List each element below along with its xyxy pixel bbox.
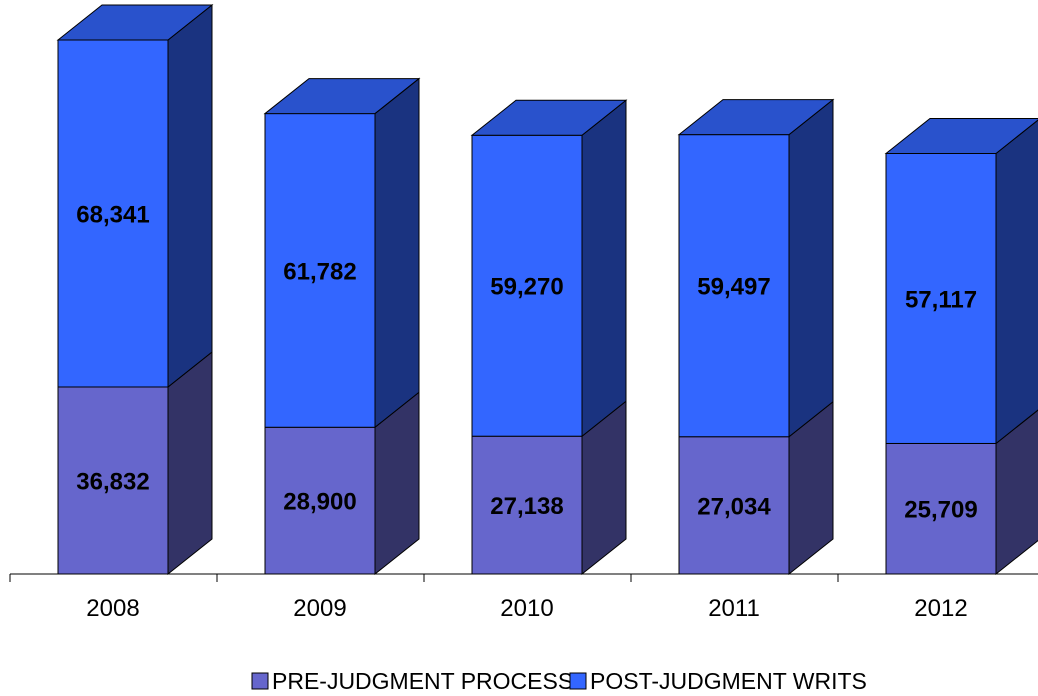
bar-segment-post-judgment-side <box>995 119 1038 445</box>
bar-segment-post-judgment-side <box>788 98 834 438</box>
data-label: 61,782 <box>283 258 356 285</box>
data-label: 28,900 <box>283 489 356 516</box>
data-label: 25,709 <box>904 497 977 524</box>
legend-swatch-post-judgment <box>569 672 587 690</box>
legend: PRE-JUDGMENT PROCESS POST-JUDGMENT WRITS <box>251 668 867 694</box>
bar-segment-pre-judgment <box>264 426 376 575</box>
bar-segment-pre-judgment <box>471 435 583 575</box>
data-label: 68,341 <box>76 201 149 228</box>
x-tick-label: 2011 <box>708 595 760 622</box>
bar-segment-post-judgment-top <box>470 99 628 136</box>
bar-segment-post-judgment-top <box>677 99 835 136</box>
x-tick-label: 2008 <box>86 595 139 622</box>
bar-segment-post-judgment <box>885 152 997 444</box>
bar-segment-post-judgment-top <box>884 117 1038 154</box>
bar-segment-post-judgment-top <box>56 4 214 41</box>
bar-segment-pre-judgment <box>57 386 169 575</box>
bar-segment-post-judgment-top <box>263 78 421 115</box>
bar-segment-pre-judgment-side <box>167 350 213 576</box>
x-axis: 2008 2009 2010 2011 2012 <box>9 573 1038 622</box>
bar-segment-post-judgment-side <box>374 77 420 429</box>
bar-segment-post-judgment <box>57 39 169 388</box>
legend-label-post-judgment: POST-JUDGMENT WRITS <box>590 668 867 694</box>
bars-group <box>56 3 1038 576</box>
data-label: 36,832 <box>76 468 149 495</box>
bar-segment-pre-judgment <box>678 436 790 575</box>
data-label: 57,117 <box>905 286 977 313</box>
legend-swatch-pre-judgment <box>251 672 269 690</box>
bar-segment-post-judgment <box>678 134 790 438</box>
x-tick-label: 2009 <box>293 595 346 622</box>
data-label: 27,034 <box>697 493 771 520</box>
bar-segment-post-judgment-side <box>581 99 627 438</box>
data-label: 59,270 <box>490 274 563 301</box>
data-label: 59,497 <box>697 274 770 301</box>
bar-segment-pre-judgment <box>885 442 997 575</box>
x-tick-label: 2012 <box>914 595 967 622</box>
bar-segment-post-judgment <box>264 113 376 428</box>
value-labels-group: 36,832 68,341 28,900 61,782 27,138 59,270 27,0… <box>76 201 977 523</box>
bar-segment-post-judgment-side <box>167 3 213 389</box>
data-label: 27,138 <box>490 493 563 520</box>
x-tick-label: 2010 <box>500 595 553 622</box>
legend-label-pre-judgment: PRE-JUDGMENT PROCESS <box>272 668 573 694</box>
